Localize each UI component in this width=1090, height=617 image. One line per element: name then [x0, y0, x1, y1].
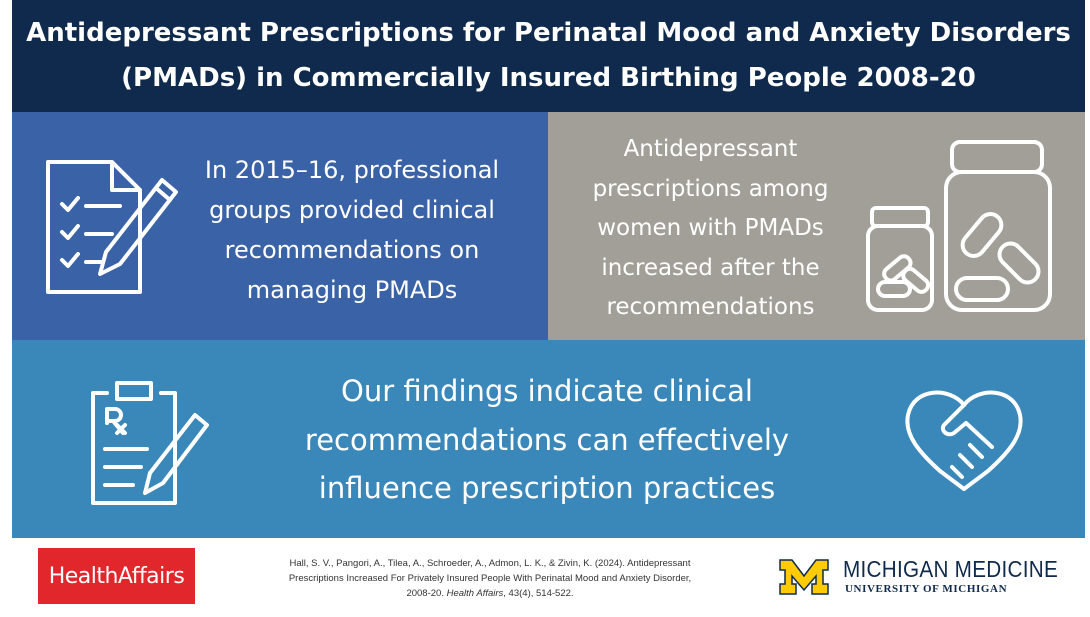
text-line: recommendations on	[224, 236, 480, 264]
text-line: In 2015–16, professional	[204, 156, 500, 184]
pill-bottles-icon	[866, 140, 1052, 312]
citation-line: Prescriptions Increased For Privately In…	[288, 573, 692, 584]
checklist-icon	[46, 160, 178, 294]
block-m-logo	[779, 559, 829, 595]
citation-line: Hall, S. V., Pangori, A., Tilea, A., Sch…	[289, 558, 691, 569]
panel-text: In 2015–16, professional groups provided…	[177, 150, 527, 310]
text-line: women with PMADs	[597, 215, 824, 241]
text-line: influence prescription practices	[318, 471, 776, 505]
text-line: increased after the	[601, 254, 820, 281]
prescription-icon	[91, 381, 209, 505]
citation: Hall, S. V., Pangori, A., Tilea, A., Sch…	[240, 556, 740, 601]
panel: Antidepressant prescriptions among women…	[548, 112, 1085, 340]
heart-handshake-icon	[905, 390, 1023, 491]
citation-text: 2008-20.	[406, 588, 444, 599]
citation-line: 2008-20. Health Affairs, 43(4), 514-522.	[240, 586, 740, 601]
text-line: Our findings indicate clinical	[341, 374, 753, 408]
text-line: groups provided clinical	[209, 196, 495, 224]
panel: In 2015–16, professional groups provided…	[12, 112, 548, 340]
header: Antidepressant Prescriptions for Perinat…	[12, 0, 1085, 112]
panel-text: Antidepressant prescriptions among women…	[568, 130, 853, 328]
panel: Our findings indicate clinical recommend…	[12, 340, 1085, 538]
health-affairs-logo: HealthAffairs	[38, 548, 195, 604]
text-line: Antidepressant	[623, 136, 798, 162]
text-line: prescriptions among	[592, 175, 829, 202]
journal-name: Health Affairs	[446, 588, 504, 599]
text-line: recommendations can effectively	[304, 422, 790, 457]
text-line: managing PMADs	[246, 276, 458, 304]
citation-text: , 43(4), 514-522.	[503, 588, 574, 599]
text-line: recommendations	[606, 294, 815, 320]
title-line: (PMADs) in Commercially Insured Birthing…	[121, 63, 976, 93]
institution-name: MICHIGAN MEDICINE	[843, 556, 1059, 582]
institution-subname: UNIVERSITY OF MICHIGAN	[845, 583, 1008, 595]
title-line: Antidepressant Prescriptions for Perinat…	[26, 18, 1071, 48]
panel-text: Our findings indicate clinical recommend…	[262, 367, 832, 513]
